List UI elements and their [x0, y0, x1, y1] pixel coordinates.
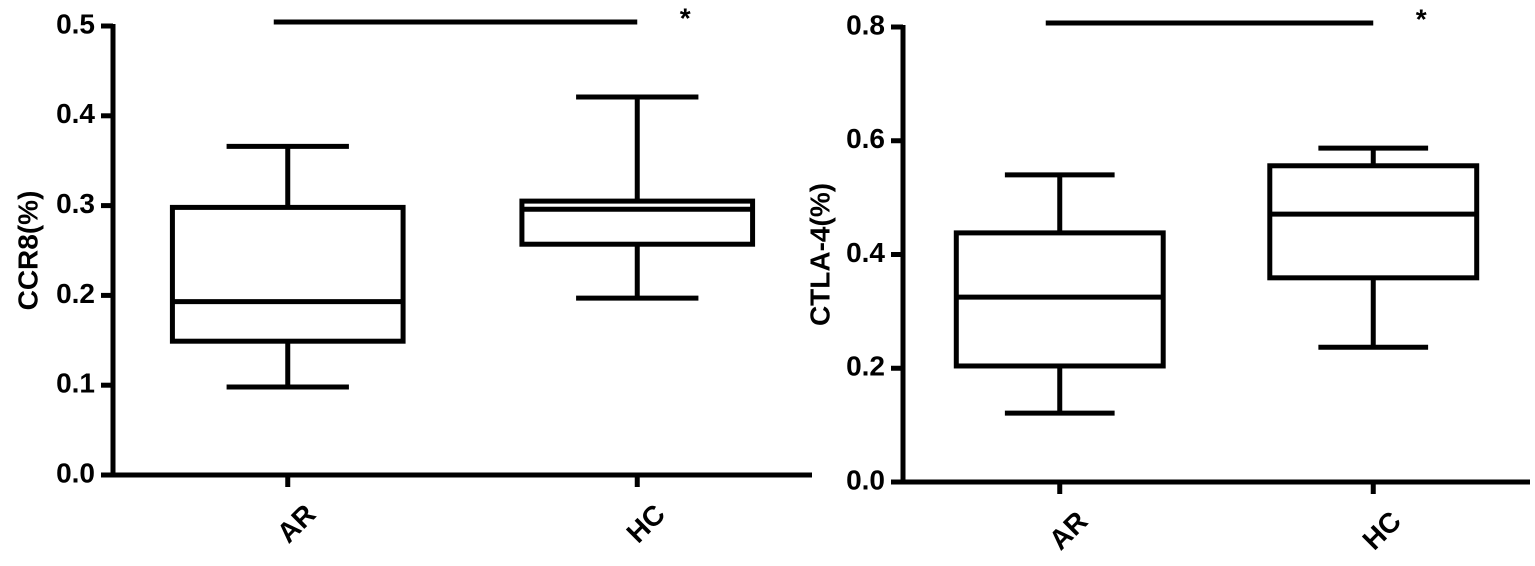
y-tick-label: 0.3 — [56, 188, 95, 219]
y-tick-label: 0.6 — [846, 123, 885, 154]
significance-label: * — [1416, 3, 1427, 34]
box — [1267, 163, 1480, 281]
y-tick-label: 0.4 — [846, 237, 885, 268]
y-tick-label: 0.4 — [56, 98, 95, 129]
y-tick-label: 0.0 — [846, 464, 885, 495]
x-tick-label: HC — [1356, 505, 1407, 556]
y-tick-label: 0.8 — [846, 9, 885, 40]
box — [169, 204, 406, 344]
x-tick-label: AR — [1043, 505, 1094, 556]
significance-label: * — [680, 2, 691, 33]
y-axis-label: CTLA-4(%) — [804, 183, 835, 326]
y-tick-label: 0.2 — [56, 278, 95, 309]
box — [519, 198, 756, 247]
y-tick-label: 0.0 — [56, 457, 95, 488]
y-tick-label: 0.1 — [56, 368, 95, 399]
y-axis-label: CCR8(%) — [12, 191, 43, 311]
y-tick-label: 0.5 — [56, 8, 95, 39]
y-tick-label: 0.2 — [846, 351, 885, 382]
x-tick-label: AR — [271, 498, 322, 549]
x-tick-label: HC — [620, 498, 671, 549]
